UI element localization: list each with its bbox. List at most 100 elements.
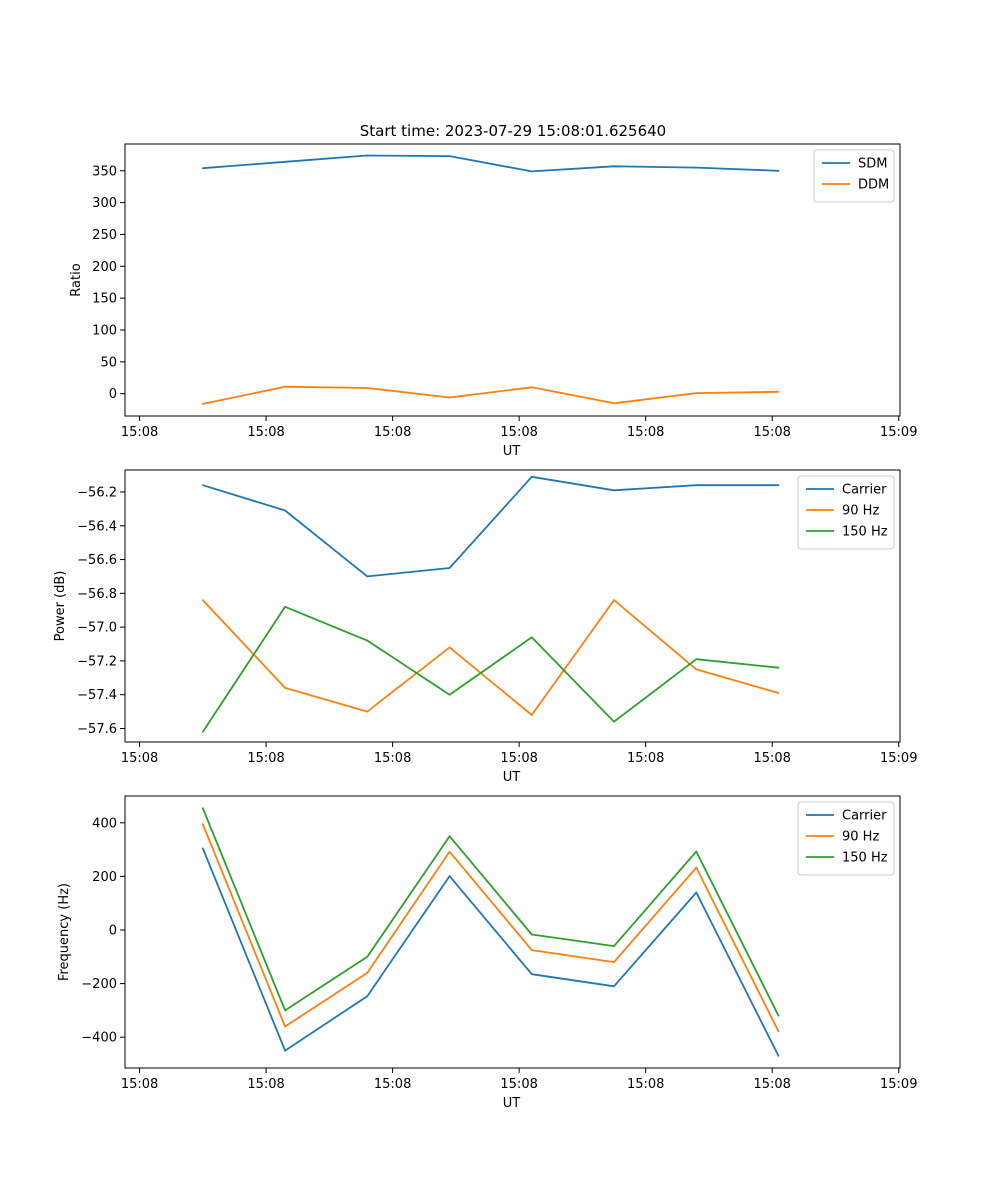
y-tick-label: −56.4 bbox=[77, 519, 117, 534]
y-tick-label: −56.8 bbox=[77, 587, 117, 602]
x-axis-label: UT bbox=[503, 444, 521, 459]
data-point bbox=[695, 668, 698, 671]
y-axis-label: Frequency (Hz) bbox=[57, 883, 72, 981]
data-point bbox=[695, 658, 698, 660]
series-line-carrier bbox=[202, 475, 779, 578]
data-point bbox=[777, 692, 780, 694]
series-line-ddm bbox=[202, 385, 779, 405]
y-tick-label: 0 bbox=[109, 387, 117, 402]
data-point bbox=[284, 606, 286, 608]
y-tick-label: −57.4 bbox=[77, 688, 117, 703]
panel-3: 15:08 15:08 15:08 15:08 15:08 15:08 15:09 −400 −… bbox=[57, 795, 917, 1111]
data-point bbox=[531, 386, 533, 389]
data-point bbox=[695, 484, 698, 487]
y-tick-label: 350 bbox=[92, 164, 117, 179]
data-point bbox=[695, 850, 698, 853]
data-point bbox=[777, 1014, 780, 1017]
legend-label: Carrier bbox=[842, 483, 887, 498]
legend-label: DDM bbox=[858, 178, 889, 193]
y-tick-label: 250 bbox=[92, 228, 117, 243]
y-tick-label: 200 bbox=[92, 870, 117, 885]
x-axis-label: UT bbox=[503, 770, 521, 785]
y-tick-label: −56.6 bbox=[77, 553, 117, 568]
data-point bbox=[284, 1009, 286, 1012]
data-point bbox=[531, 170, 533, 173]
legend: SDM DDM bbox=[813, 149, 895, 203]
data-point bbox=[202, 847, 204, 850]
data-point bbox=[531, 636, 533, 639]
y-tick-label: 0 bbox=[109, 923, 117, 938]
axes-frame bbox=[124, 795, 901, 1069]
data-point bbox=[777, 1030, 780, 1033]
y-tick-label: −400 bbox=[81, 1031, 117, 1046]
y-tick-label: −200 bbox=[81, 977, 117, 992]
data-point bbox=[531, 949, 533, 951]
series-line-150-hz bbox=[201, 807, 780, 1017]
data-point bbox=[448, 155, 451, 157]
data-point bbox=[366, 387, 369, 389]
legend-label: 90 Hz bbox=[842, 504, 879, 519]
data-point bbox=[202, 167, 204, 169]
data-point bbox=[695, 866, 698, 869]
data-point bbox=[284, 1025, 286, 1028]
x-tick-label: 15:08 bbox=[500, 425, 537, 440]
legend-label: 90 Hz bbox=[842, 830, 879, 845]
panel-1: 15:08 15:08 15:08 15:08 15:08 15:08 15:09 0 50 10… bbox=[69, 143, 917, 459]
x-tick-label: 15:08 bbox=[374, 425, 411, 440]
x-tick-label: 15:08 bbox=[500, 751, 537, 766]
data-point bbox=[202, 823, 204, 825]
data-point bbox=[777, 170, 780, 172]
data-point bbox=[448, 850, 451, 853]
data-point bbox=[284, 161, 286, 163]
data-point bbox=[284, 687, 286, 689]
x-tick-label: 15:09 bbox=[880, 751, 917, 766]
x-tick-label: 15:08 bbox=[753, 751, 790, 766]
data-point bbox=[448, 396, 451, 399]
y-tick-label: −57.2 bbox=[77, 654, 117, 669]
y-axis-label: Power (dB) bbox=[53, 571, 68, 642]
legend-label: Carrier bbox=[842, 809, 887, 824]
data-point bbox=[531, 933, 533, 936]
x-tick-label: 15:09 bbox=[880, 425, 917, 440]
legend-label: 150 Hz bbox=[842, 851, 888, 866]
x-tick-label: 15:08 bbox=[753, 425, 790, 440]
data-point bbox=[366, 154, 369, 157]
data-point bbox=[448, 646, 451, 649]
x-tick-label: 15:08 bbox=[247, 751, 284, 766]
legend-label: SDM bbox=[858, 157, 887, 172]
x-tick-label: 15:08 bbox=[247, 425, 284, 440]
x-tick-label: 15:08 bbox=[374, 1077, 411, 1092]
x-axis-label: UT bbox=[503, 1096, 521, 1111]
data-point bbox=[448, 875, 451, 877]
data-point bbox=[695, 392, 698, 394]
data-point bbox=[613, 599, 615, 601]
data-point bbox=[366, 575, 369, 578]
data-point bbox=[531, 973, 533, 975]
data-point bbox=[695, 891, 698, 894]
data-point bbox=[531, 714, 533, 716]
y-axis-label: Ratio bbox=[69, 263, 84, 296]
data-point bbox=[366, 956, 369, 958]
data-point bbox=[202, 807, 204, 809]
data-point bbox=[448, 567, 451, 569]
data-point bbox=[284, 1049, 286, 1052]
series-line-carrier bbox=[201, 847, 780, 1057]
y-tick-label: 200 bbox=[92, 260, 117, 275]
figure-title: Start time: 2023-07-29 15:08:01.625640 bbox=[360, 122, 666, 140]
data-point bbox=[366, 710, 369, 713]
data-point bbox=[284, 385, 286, 388]
x-tick-label: 15:08 bbox=[121, 425, 158, 440]
x-tick-label: 15:08 bbox=[500, 1077, 537, 1092]
x-tick-label: 15:08 bbox=[753, 1077, 790, 1092]
data-point bbox=[613, 985, 615, 988]
data-point bbox=[366, 639, 369, 642]
data-point bbox=[777, 1055, 780, 1057]
data-point bbox=[613, 165, 615, 168]
x-tick-label: 15:08 bbox=[374, 751, 411, 766]
y-tick-label: 100 bbox=[92, 324, 117, 339]
data-point bbox=[448, 835, 451, 837]
y-tick-label: −57.6 bbox=[77, 722, 117, 737]
data-point bbox=[284, 509, 286, 512]
legend-label: 150 Hz bbox=[842, 525, 888, 540]
data-point bbox=[695, 166, 698, 169]
